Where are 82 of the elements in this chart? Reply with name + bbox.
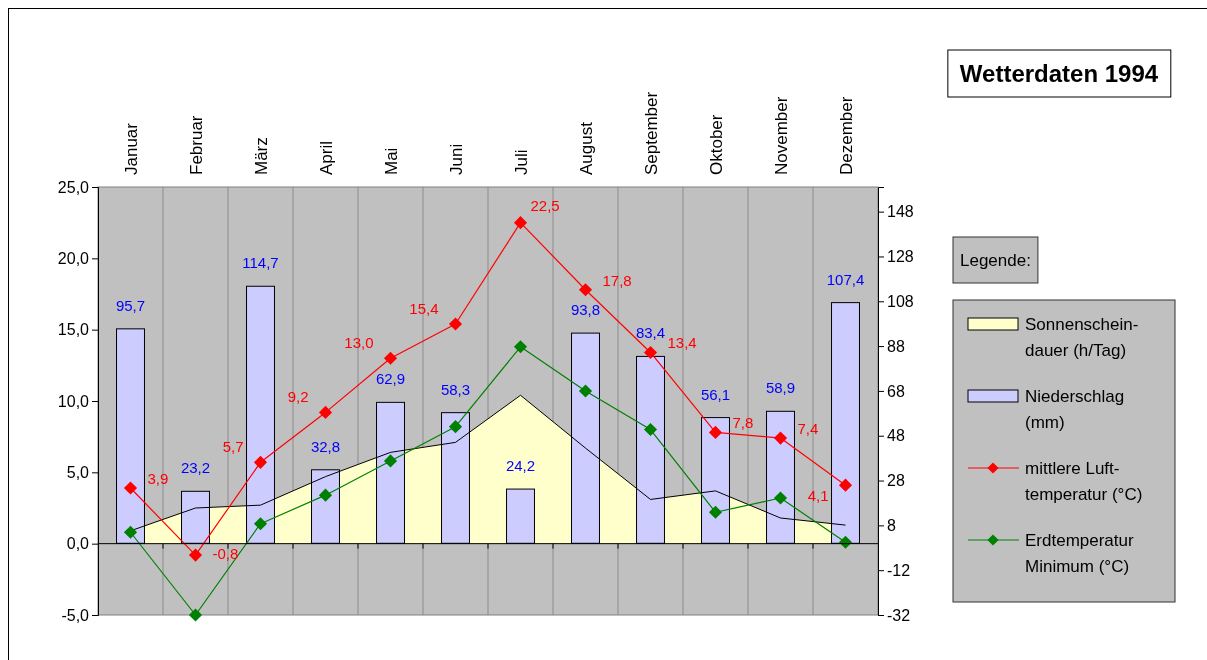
point <box>838 478 853 492</box>
x-tick-label: November <box>771 96 791 175</box>
point <box>708 425 723 439</box>
point <box>318 488 333 502</box>
point <box>773 491 788 505</box>
x-tick-label: Mai <box>381 147 401 175</box>
y2-tick-label: 48 <box>887 427 905 445</box>
data-label: 58,9 <box>765 379 796 397</box>
y-tick-label: 10,0 <box>57 392 90 410</box>
data-label: 4,1 <box>807 487 829 505</box>
point <box>383 454 398 468</box>
data-label: 7,4 <box>797 420 819 438</box>
y-tick-label: 15,0 <box>57 321 90 339</box>
data-label: 114,7 <box>242 254 279 272</box>
point <box>708 505 723 519</box>
data-label: 58,3 <box>440 380 471 398</box>
text: Wetterdaten 1994 <box>959 60 1159 87</box>
x-tick-label: August <box>576 121 596 175</box>
y2-tick-label: 148 <box>887 203 914 221</box>
point <box>188 548 203 562</box>
x-tick-label: April <box>316 140 336 175</box>
point <box>318 405 333 419</box>
data-label: 5,7 <box>222 438 244 456</box>
x-tick-label: Dezember <box>836 96 856 175</box>
data-label: 22,5 <box>530 196 560 214</box>
data-label: -0,8 <box>212 545 239 563</box>
legend-label: mittlere Luft-temperatur (°C) <box>1025 459 1143 504</box>
point <box>123 481 138 495</box>
data-label: 15,4 <box>409 299 439 317</box>
data-label: 56,1 <box>700 385 731 403</box>
y-tick-label: 0,0 <box>66 535 90 553</box>
y2-tick-label: 128 <box>887 248 914 266</box>
y2-tick-label: 8 <box>887 516 896 534</box>
x-tick-label: März <box>251 137 271 175</box>
y-tick-label: 25,0 <box>57 178 90 196</box>
point <box>578 283 593 297</box>
y2-tick-label: 108 <box>887 292 914 310</box>
data-label: 32,8 <box>310 437 341 455</box>
x-tick-label: Juni <box>446 143 466 175</box>
legend-label: Niederschlag (mm) <box>1025 387 1125 432</box>
point <box>773 431 788 445</box>
y-tick-label: 5,0 <box>66 463 90 481</box>
point <box>643 345 658 360</box>
x-tick-label: Januar <box>121 122 141 175</box>
x-tick-label: Juli <box>511 149 531 175</box>
point <box>188 608 203 622</box>
y-tick-label: 20,0 <box>57 249 90 267</box>
data-label: 13,0 <box>344 334 374 352</box>
legend-label: Erdtemperatur Minimum (°C) <box>1025 531 1134 576</box>
y2-tick-label: 68 <box>887 382 905 400</box>
y-tick-label: -5,0 <box>61 606 90 624</box>
legend-label: Sonnenschein-dauer (h/Tag) <box>1025 315 1139 360</box>
data-label: 93,8 <box>570 301 601 319</box>
point <box>578 384 593 398</box>
data-label: 9,2 <box>287 388 309 406</box>
data-label: 95,7 <box>115 296 146 314</box>
data-label: 17,8 <box>602 271 632 289</box>
point <box>448 420 463 434</box>
point <box>253 455 268 469</box>
data-label: 24,2 <box>505 457 536 475</box>
y2-tick-label: 28 <box>887 472 905 490</box>
data-label: 62,9 <box>375 370 406 388</box>
point <box>643 422 658 437</box>
point <box>383 351 398 365</box>
y2-tick-label: -12 <box>887 561 911 579</box>
point <box>123 525 138 539</box>
data-label: 13,4 <box>667 334 697 352</box>
point <box>253 517 268 531</box>
y2-tick-label: 88 <box>887 337 905 355</box>
point <box>513 340 528 354</box>
data-label: 7,8 <box>732 414 754 432</box>
legend-title: Legende: <box>960 251 1031 270</box>
x-tick-label: September <box>641 91 661 175</box>
y2-tick-label: -32 <box>887 606 911 624</box>
point <box>448 317 463 331</box>
x-tick-label: Februar <box>186 115 206 175</box>
data-label: 83,4 <box>635 324 666 342</box>
data-label: 3,9 <box>147 470 169 488</box>
x-tick-label: Oktober <box>706 114 726 175</box>
data-label: 23,2 <box>180 459 211 477</box>
data-label: 107,4 <box>826 270 865 288</box>
point <box>513 216 528 230</box>
